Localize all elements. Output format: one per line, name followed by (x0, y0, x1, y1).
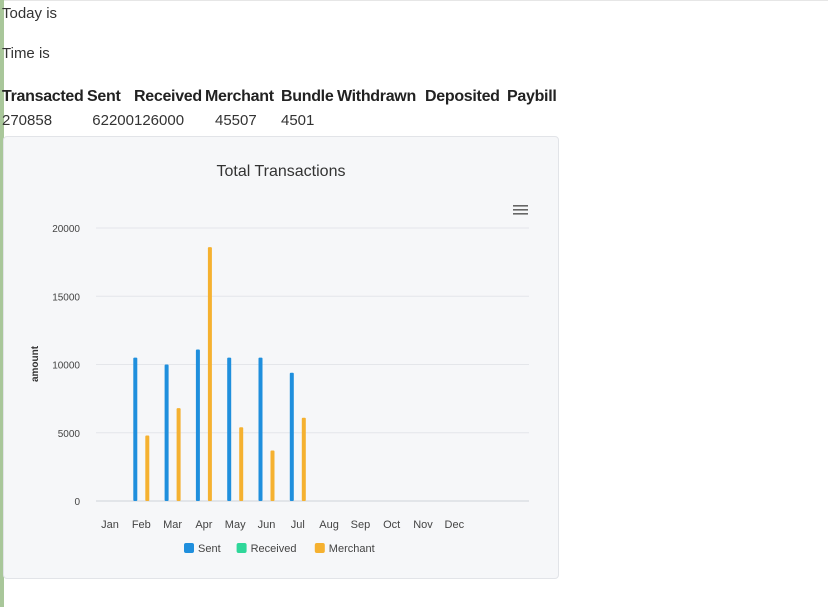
x-tick-label: Jan (101, 519, 119, 531)
stats-header-withdrawn: Withdrawn (337, 88, 416, 105)
bar-merchant-mar (176, 408, 181, 501)
chart-title: Total Transactions (217, 163, 346, 180)
y-tick-label: 15000 (52, 292, 80, 303)
stats-header-sent: Sent (87, 88, 121, 105)
bar-sent-jul (289, 372, 294, 501)
bar-sent-apr (195, 349, 200, 501)
stats-header-transacted: Transacted (2, 88, 84, 105)
legend-item-sent[interactable]: Sent (184, 543, 221, 555)
legend-label: Merchant (329, 543, 375, 555)
stats-header-deposited: Deposited (425, 88, 500, 105)
stats-value-withdrawn (337, 109, 425, 131)
stats-header-merchant: Merchant (205, 88, 274, 105)
bar-merchant-jun (270, 450, 275, 501)
x-tick-label: Nov (413, 519, 433, 531)
x-tick-label: Mar (163, 519, 182, 531)
chart-card: Total Transactions 0 5000 10000 15000 20000 … (3, 136, 559, 579)
x-tick-label: Aug (319, 519, 339, 531)
legend-swatch (236, 543, 247, 553)
stats-value-bundle: 4501 (281, 111, 315, 129)
bar-sent-mar (164, 364, 169, 501)
stats-table: Transacted Sent Received Merchant Bundle… (2, 85, 567, 131)
stats-value-deposited (425, 109, 507, 131)
bar-merchant-jul (301, 417, 306, 501)
left-accent-bar (0, 0, 4, 607)
chart-menu-button[interactable] (509, 201, 531, 219)
legend-label: Sent (198, 543, 221, 555)
stats-header-received: Received (134, 88, 202, 105)
stats-value-paybill (507, 109, 567, 131)
stats-value-row: 270858 62200 126000 45507 4501 (2, 109, 567, 131)
bar-sent-feb (133, 357, 138, 501)
legend-swatch (314, 543, 325, 553)
x-tick-label: May (225, 519, 246, 531)
stats-header-bundle: Bundle (281, 88, 334, 105)
legend-item-received[interactable]: Received (236, 543, 297, 555)
transactions-chart: Total Transactions 05000100001500020000 … (30, 163, 531, 555)
bar-merchant-feb (145, 435, 150, 501)
y-tick-label: 10000 (52, 361, 80, 372)
bar-sent-jun (258, 357, 263, 501)
time-label: Time is (2, 45, 50, 62)
stats-value-transacted: 270858 (2, 111, 53, 129)
bar-merchant-apr (207, 247, 212, 501)
x-tick-label: Sep (351, 519, 371, 531)
y-axis-title: amount (30, 345, 41, 382)
bar-merchant-may (239, 427, 244, 501)
y-tick-label: 20000 (52, 224, 80, 235)
y-tick-label: 0 (74, 497, 80, 508)
stats-header-row: Transacted Sent Received Merchant Bundle… (2, 85, 567, 109)
x-tick-label: Feb (132, 519, 151, 531)
x-tick-label: Oct (383, 519, 400, 531)
bar-sent-may (227, 357, 232, 501)
stats-value-merchant: 45507 (215, 111, 257, 129)
x-tick-label: Dec (445, 519, 465, 531)
top-divider (0, 0, 828, 1)
hamburger-menu-icon (513, 205, 528, 215)
x-tick-label: Jul (291, 519, 305, 531)
today-label: Today is (2, 5, 58, 22)
y-tick-label: 5000 (58, 429, 81, 440)
stats-header-paybill: Paybill (507, 88, 557, 105)
legend-item-merchant[interactable]: Merchant (314, 543, 375, 555)
legend-label: Received (251, 543, 297, 555)
legend-swatch (184, 543, 194, 553)
stats-value-received: 126000 (134, 111, 185, 129)
stats-value-sent: 62200 (92, 111, 134, 129)
x-tick-label: Apr (195, 519, 212, 531)
x-tick-label: Jun (258, 519, 276, 531)
